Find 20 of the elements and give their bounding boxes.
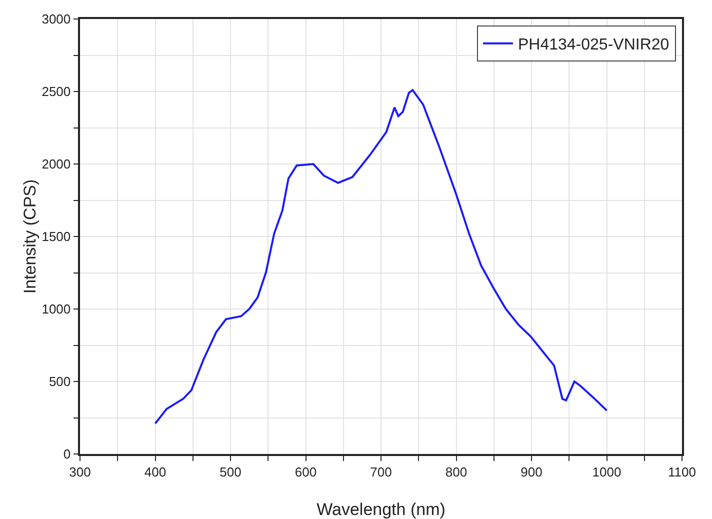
x-tick-label: 1100 [668,464,696,480]
y-axis-title: Intensity (CPS) [20,179,40,294]
y-tick-label: 2500 [42,84,71,100]
legend-label: PH4134-025-VNIR20 [518,36,670,54]
y-tick-label: 500 [48,374,71,390]
x-tick-label: 500 [220,464,242,480]
x-tick-label: 1000 [592,464,622,480]
y-tick-label: 1000 [42,302,71,317]
y-tick-label: 2000 [42,156,71,172]
x-tick-label: 300 [69,464,91,480]
y-tick-label: 1500 [42,229,71,244]
x-tick-label: 800 [445,464,468,480]
x-axis-title: Wavelength (nm) [316,500,446,519]
y-tick-label: 3000 [42,12,71,27]
line-series [154,89,608,425]
x-tick-label: 900 [520,464,542,480]
x-tick-label: 400 [144,464,166,480]
x-tick-label: 700 [370,464,392,480]
y-tick-label: 0 [63,446,71,462]
x-tick-label: 600 [294,464,317,480]
